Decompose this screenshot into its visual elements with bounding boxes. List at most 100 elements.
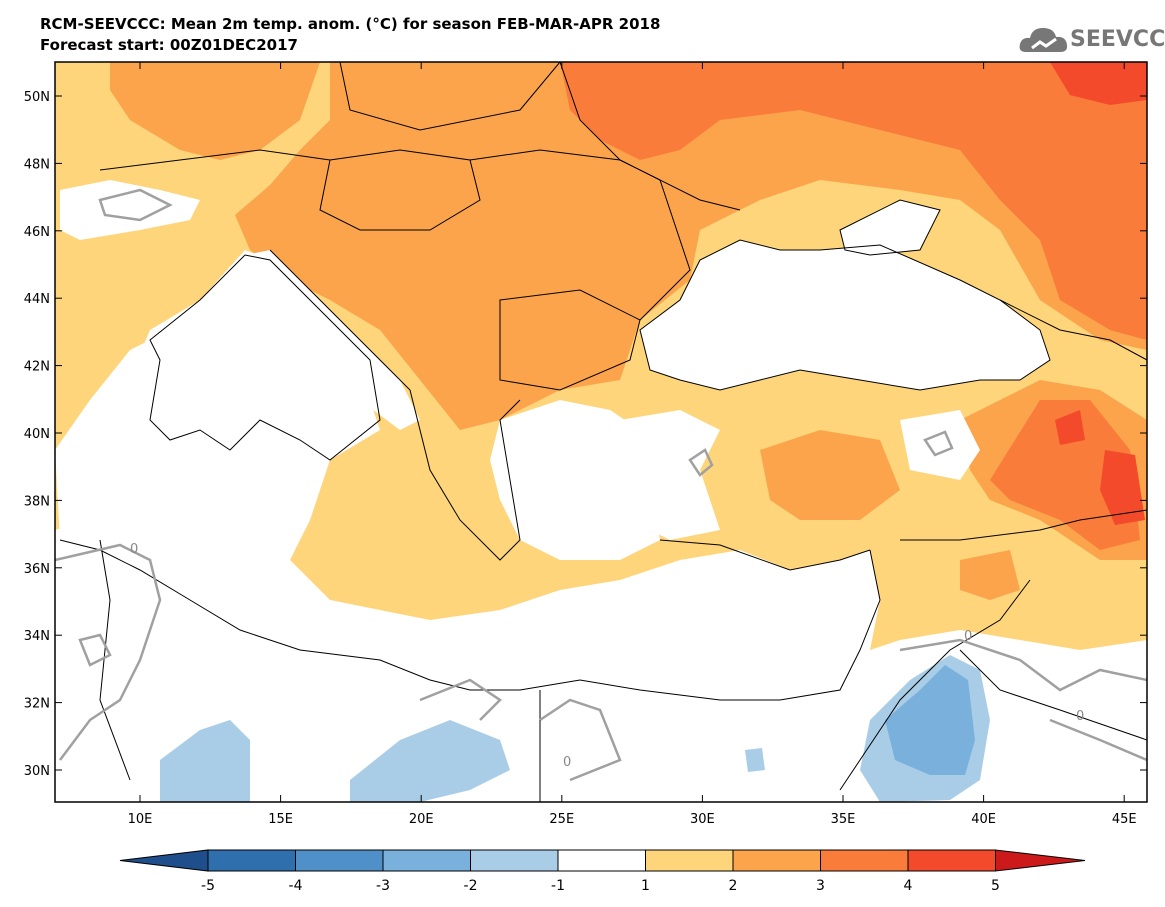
anomaly-region-volga [1050,62,1147,105]
lat-tick-label: 46N [24,225,50,240]
contour-zero-egypt [539,698,622,782]
lat-tick-label: 32N [24,697,50,712]
cloud-icon [1019,28,1068,52]
colorbar-label: 4 [904,878,913,894]
neutral-region-alps-west [60,180,200,240]
coastline-balkans [269,249,521,561]
border-poland [339,62,561,131]
contour-label: 0 [964,629,972,644]
colorbar-segment [645,849,734,872]
lon-tick-label: 35E [831,812,856,827]
lon-tick-label: 15E [268,812,293,827]
contour-zero-iraq [1049,718,1147,762]
colorbar-label: -3 [376,878,390,894]
colorbar-label: 2 [729,878,738,894]
lat-tick-label: 42N [24,360,50,375]
border-romania [469,149,691,321]
lat-tick-label: 40N [24,427,50,442]
border-algeria-tunisia [99,539,131,781]
chart-title: RCM-SEEVCCC: Mean 2m temp. anom. (°C) fo… [40,15,661,33]
map-field [55,62,1147,802]
cold-region-libya-west [160,720,250,802]
border-syria-iraq [900,509,1147,541]
contour-zero-libya [419,678,502,721]
colorbar-segment [470,849,559,872]
lat-tick-label: 34N [24,629,50,644]
anomaly-region-ukraine [560,62,1147,340]
contour-zero-turkey [688,448,714,477]
lat-tick-label: 48N [24,157,50,172]
anomaly-region-syria [960,550,1020,600]
seevccc-logo: SEEVCCC [1018,22,1165,58]
anomaly-region-armenia [1055,410,1085,445]
colorbar-segment [557,849,646,872]
colorbar-label: -2 [464,878,478,894]
colorbar: -5 -4 -3 -2 -1 1 2 3 4 5 [119,849,1086,894]
lon-tick-label: 40E [971,812,996,827]
colorbar-label: -4 [289,878,303,894]
colorbar-segment [732,849,821,872]
contour-label: 0 [563,755,571,770]
contour-labels: 0 0 0 0 [130,542,1084,770]
logo-text: SEEVCCC [1070,27,1165,52]
coastline-azov [839,199,941,256]
forecast-start-label: Forecast start: 00Z01DEC2017 [40,36,298,54]
contour-label: 0 [1076,709,1084,724]
contour-zero-africa [55,543,162,761]
colorbar-label: 5 [991,878,1000,894]
lat-tick-label: 30N [24,764,50,779]
border-syria-iraq-south [839,579,1031,791]
lon-tick-label: 20E [409,812,434,827]
contour-label: 0 [130,542,138,557]
sea-aegean [490,400,660,560]
border-alps [99,149,331,171]
anomaly-region-iran [1100,450,1145,525]
colorbar-segment [820,849,909,872]
neutral-region-italy [120,250,380,470]
contour-zero-turkey-east [923,430,954,457]
coastline-turkey-south [659,539,871,571]
border-bulgaria [499,289,641,391]
colorbar-label: -1 [551,878,565,894]
border-caucasus [999,299,1147,361]
border-saudi [959,649,1147,741]
borders [59,62,1147,802]
colorbar-label: 1 [641,878,650,894]
sea-azov [840,200,940,255]
zero-contours [55,188,1147,782]
lat-tick-label: 50N [24,90,50,105]
latitude-axis: 50N 48N 46N 44N 42N 40N 38N 36N 34N 32N 30N [24,90,1147,779]
cold-region-egypt [745,748,765,772]
colorbar-segment [907,849,996,872]
longitude-axis: 10E 15E 20E 25E 30E 35E 40E 45E [128,62,1137,827]
coastline-italy [149,254,381,461]
lon-tick-label: 10E [128,812,153,827]
colorbar-label: -5 [201,878,215,894]
colorbar-segment [207,849,296,872]
coastline-black-sea [639,239,1051,391]
colorbar-extend-low [119,849,209,872]
neutral-region-turkey-east [900,410,980,480]
cold-region-arabia-core [885,665,975,775]
lat-tick-label: 38N [24,494,50,509]
sea-mediterranean [55,340,880,700]
lat-tick-label: 44N [24,292,50,307]
contour-zero-alps [98,188,173,222]
anomaly-region-east-europe [235,62,1147,430]
anomaly-region-alps [110,62,320,160]
lon-tick-label: 45E [1112,812,1137,827]
sea-black [640,240,1050,390]
sea-adriatic [245,250,420,430]
colorbar-label: 3 [816,878,825,894]
anomaly-region-caucasus-hot [990,400,1140,550]
cold-region-libya-east [350,720,510,802]
coastline-levant-africa [59,539,881,701]
border-hungary [319,149,481,231]
lon-tick-label: 25E [549,812,574,827]
lat-tick-label: 36N [24,562,50,577]
contour-zero-tunisia [78,633,112,667]
colorbar-segment [382,849,471,872]
contour-zero-arabia [899,638,1147,692]
colorbar-segment [295,849,384,872]
